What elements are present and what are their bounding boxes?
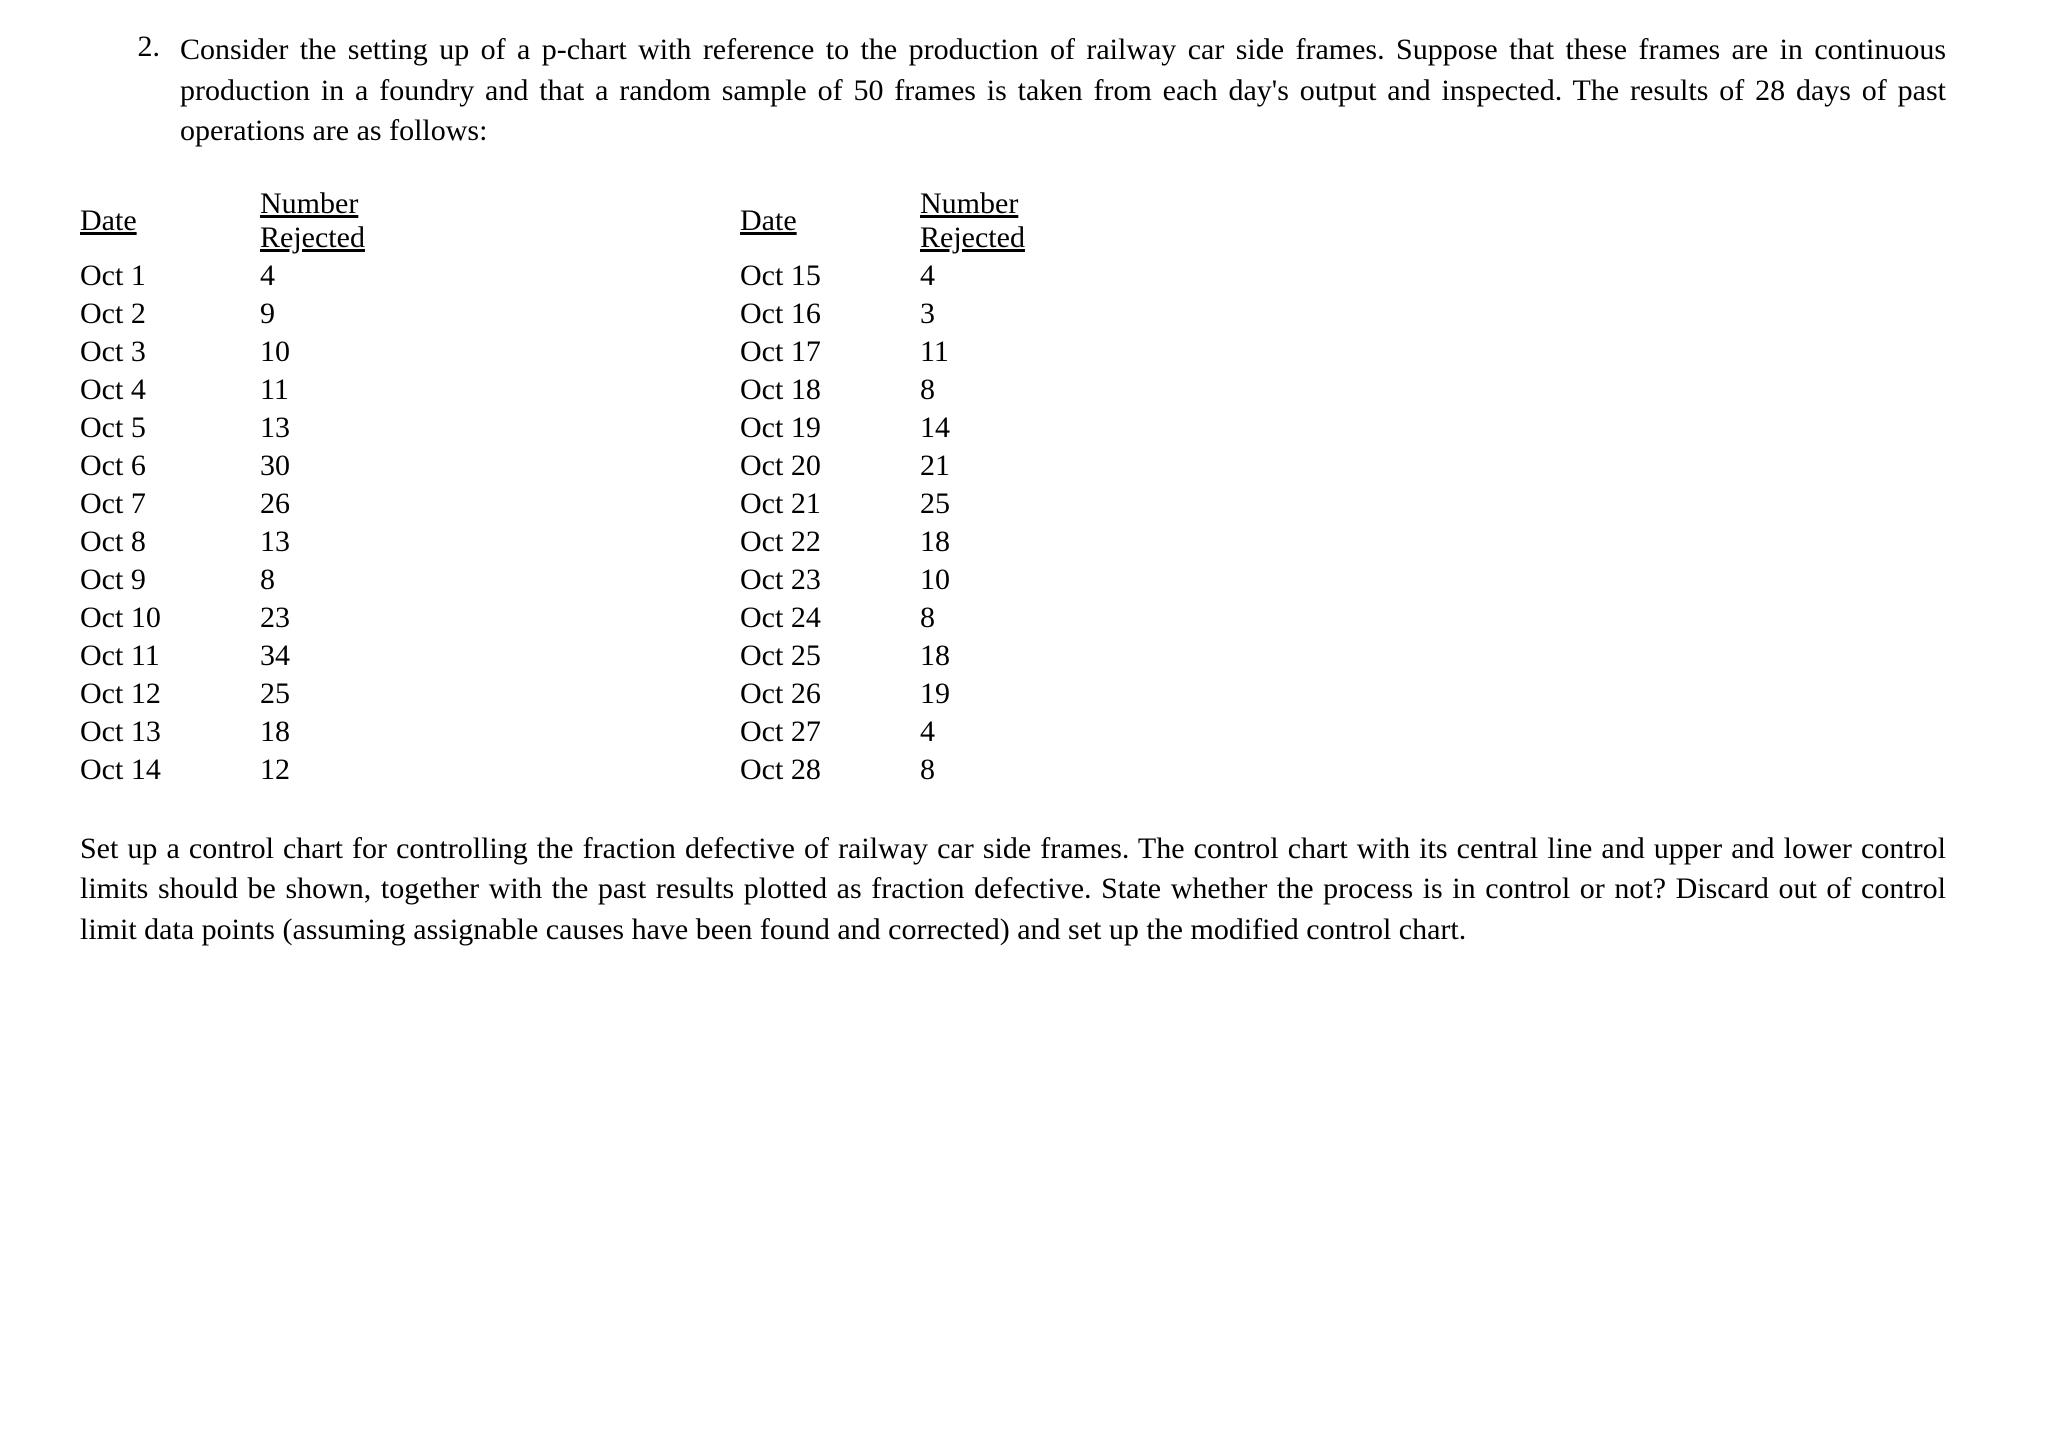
cell-date: Oct 2 [80, 295, 260, 333]
cell-date: Oct 28 [740, 751, 920, 789]
table-header-row: Date Number Rejected [740, 187, 1180, 257]
table-row: Oct 630 [80, 447, 520, 485]
table-row: Oct 726 [80, 485, 520, 523]
question-number: 2. [100, 30, 180, 64]
table-row: Oct 1134 [80, 637, 520, 675]
data-table-left: Date Number Rejected Oct 14Oct 29Oct 310… [80, 187, 520, 789]
cell-number-rejected: 10 [260, 333, 520, 371]
table-row: Oct 163 [740, 295, 1180, 333]
cell-date: Oct 18 [740, 371, 920, 409]
header-number-rejected: Number Rejected [260, 187, 520, 257]
table-row: Oct 98 [80, 561, 520, 599]
cell-date: Oct 12 [80, 675, 260, 713]
cell-number-rejected: 25 [920, 485, 1180, 523]
table-row: Oct 14 [80, 257, 520, 295]
table-row: Oct 1711 [740, 333, 1180, 371]
table-row: Oct 154 [740, 257, 1180, 295]
cell-number-rejected: 8 [920, 371, 1180, 409]
table-row: Oct 288 [740, 751, 1180, 789]
cell-date: Oct 17 [740, 333, 920, 371]
table-row: Oct 1914 [740, 409, 1180, 447]
data-table-right: Date Number Rejected Oct 154Oct 163Oct 1… [740, 187, 1180, 789]
table-row: Oct 411 [80, 371, 520, 409]
cell-number-rejected: 8 [920, 599, 1180, 637]
cell-number-rejected: 11 [920, 333, 1180, 371]
cell-number-rejected: 23 [260, 599, 520, 637]
cell-date: Oct 20 [740, 447, 920, 485]
cell-date: Oct 13 [80, 713, 260, 751]
cell-number-rejected: 18 [260, 713, 520, 751]
cell-number-rejected: 8 [920, 751, 1180, 789]
header-date: Date [80, 187, 260, 257]
closing-paragraph: Set up a control chart for controlling t… [80, 829, 1946, 951]
table-row: Oct 2619 [740, 675, 1180, 713]
cell-date: Oct 5 [80, 409, 260, 447]
cell-number-rejected: 30 [260, 447, 520, 485]
cell-date: Oct 19 [740, 409, 920, 447]
cell-number-rejected: 34 [260, 637, 520, 675]
cell-date: Oct 10 [80, 599, 260, 637]
question-container: 2. Consider the setting up of a p-chart … [100, 30, 1946, 950]
cell-date: Oct 24 [740, 599, 920, 637]
table-row: Oct 2518 [740, 637, 1180, 675]
question-body: Consider the setting up of a p-chart wit… [180, 30, 1946, 950]
intro-paragraph: Consider the setting up of a p-chart wit… [180, 30, 1946, 152]
table-row: Oct 2021 [740, 447, 1180, 485]
cell-date: Oct 27 [740, 713, 920, 751]
cell-number-rejected: 26 [260, 485, 520, 523]
table-row: Oct 1023 [80, 599, 520, 637]
table-row: Oct 2310 [740, 561, 1180, 599]
cell-date: Oct 7 [80, 485, 260, 523]
cell-date: Oct 26 [740, 675, 920, 713]
table-row: Oct 813 [80, 523, 520, 561]
table-row: Oct 2125 [740, 485, 1180, 523]
cell-number-rejected: 8 [260, 561, 520, 599]
cell-number-rejected: 25 [260, 675, 520, 713]
cell-date: Oct 23 [740, 561, 920, 599]
table-row: Oct 2218 [740, 523, 1180, 561]
cell-number-rejected: 9 [260, 295, 520, 333]
cell-number-rejected: 4 [920, 257, 1180, 295]
cell-date: Oct 15 [740, 257, 920, 295]
cell-date: Oct 1 [80, 257, 260, 295]
cell-date: Oct 6 [80, 447, 260, 485]
cell-date: Oct 8 [80, 523, 260, 561]
table-row: Oct 248 [740, 599, 1180, 637]
cell-number-rejected: 14 [920, 409, 1180, 447]
header-number-rejected: Number Rejected [920, 187, 1180, 257]
table-row: Oct 1225 [80, 675, 520, 713]
cell-number-rejected: 12 [260, 751, 520, 789]
cell-number-rejected: 13 [260, 523, 520, 561]
header-date: Date [740, 187, 920, 257]
cell-number-rejected: 18 [920, 637, 1180, 675]
table-row: Oct 1412 [80, 751, 520, 789]
cell-date: Oct 11 [80, 637, 260, 675]
cell-date: Oct 9 [80, 561, 260, 599]
cell-date: Oct 14 [80, 751, 260, 789]
cell-number-rejected: 13 [260, 409, 520, 447]
table-row: Oct 513 [80, 409, 520, 447]
cell-date: Oct 21 [740, 485, 920, 523]
cell-number-rejected: 4 [260, 257, 520, 295]
table-row: Oct 274 [740, 713, 1180, 751]
table-row: Oct 29 [80, 295, 520, 333]
cell-number-rejected: 4 [920, 713, 1180, 751]
cell-date: Oct 16 [740, 295, 920, 333]
data-tables-wrapper: Date Number Rejected Oct 14Oct 29Oct 310… [80, 187, 1946, 789]
table-header-row: Date Number Rejected [80, 187, 520, 257]
cell-number-rejected: 21 [920, 447, 1180, 485]
cell-number-rejected: 19 [920, 675, 1180, 713]
cell-number-rejected: 11 [260, 371, 520, 409]
table-row: Oct 1318 [80, 713, 520, 751]
table-row: Oct 310 [80, 333, 520, 371]
cell-number-rejected: 18 [920, 523, 1180, 561]
cell-date: Oct 4 [80, 371, 260, 409]
cell-date: Oct 22 [740, 523, 920, 561]
cell-date: Oct 25 [740, 637, 920, 675]
cell-date: Oct 3 [80, 333, 260, 371]
table-row: Oct 188 [740, 371, 1180, 409]
cell-number-rejected: 3 [920, 295, 1180, 333]
cell-number-rejected: 10 [920, 561, 1180, 599]
